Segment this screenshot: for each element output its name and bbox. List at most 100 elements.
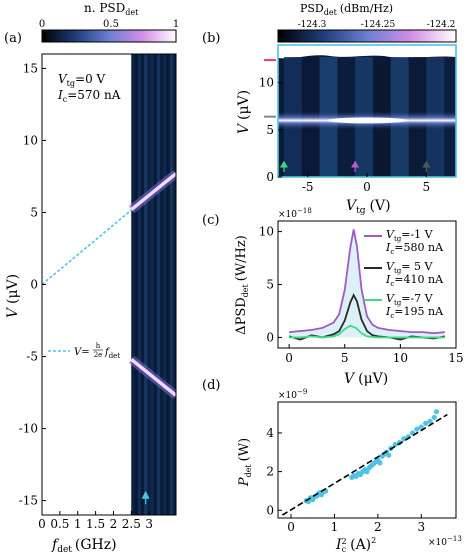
xtick-label-a: 1.5 — [86, 517, 105, 531]
legend-c-vtg: Vtg= 5 V — [386, 260, 433, 275]
heatmap-a-column — [147, 54, 151, 515]
heatmap-b-saturated — [278, 45, 456, 59]
panel-a-label: (a) — [4, 31, 22, 46]
axis-ticks-a: 0 0.5 1 1.5 2 2.5 3 -15 -10 -5 0 5 10 15 — [19, 61, 153, 531]
scatter-point-d — [414, 426, 420, 432]
fit-line-d — [281, 413, 448, 516]
legend-a-text: V= — [74, 347, 90, 358]
heatmap-a-branch — [130, 172, 176, 211]
xtick-label-a: 1 — [74, 517, 82, 531]
xtick-label-c: 0 — [285, 351, 293, 365]
ylabel-d: Pdet(W) — [237, 438, 253, 487]
heatmap-a-branch — [130, 358, 176, 397]
legend-c-ic: Ic=410 nA — [385, 273, 444, 288]
xlabel-a: fdet (GHz) — [51, 537, 117, 554]
heatmap-a-column — [169, 54, 174, 515]
axis-ticks-d: 0 1 2 3 0 2 4 — [266, 426, 425, 534]
xlabel-d: I2 c (A)2 — [335, 536, 376, 554]
heatmap-a-column — [166, 54, 170, 515]
colorbar-a-tick: 0 — [39, 19, 45, 30]
colorbar-b-label: PSDdet (dBm/Hz) — [300, 2, 393, 17]
scatter-point-d — [418, 424, 424, 430]
scatter-point-d — [401, 436, 407, 442]
heatmap-a-column — [134, 54, 139, 515]
xtick-label-c: 5 — [341, 351, 349, 365]
ytick-label-a: -10 — [19, 422, 38, 436]
xtick-label-a: 2 — [110, 517, 118, 531]
heatmap-b-band-core — [327, 117, 407, 124]
heatmap-a-column — [137, 54, 142, 515]
annotation-vtg-a: Vtg=0 V — [58, 72, 106, 88]
scatter-point-d — [423, 420, 429, 426]
legend-c: Vtg=-1 VIc=580 nA Vtg= 5 VIc=410 nA Vtg=-7… — [364, 228, 444, 320]
legend-c-ic: Ic=580 nA — [385, 241, 444, 256]
ytick-label-b: 10 — [259, 76, 274, 90]
heatmap-b-arrow — [279, 160, 288, 172]
heatmap-a-column — [140, 54, 145, 515]
xtick-label-d: 0 — [287, 520, 295, 534]
xtick-label-d: 2 — [374, 520, 382, 534]
scatter-point-d — [386, 452, 392, 458]
scatter-point-d — [392, 441, 398, 448]
xlabel-b: Vtg (V) — [346, 198, 391, 216]
ytick-label-a: 10 — [23, 133, 38, 147]
ytick-label-d: 0 — [266, 503, 274, 517]
axis-ticks-c: 0 5 10 15 0 5 10 — [259, 225, 464, 365]
multiplier-d-x: ×10−13 — [428, 535, 462, 548]
heatmap-b — [278, 45, 456, 177]
scatter-point-d — [433, 409, 440, 415]
panel-b-label: (b) — [202, 31, 220, 46]
josephson-line-a — [42, 209, 132, 286]
xtick-label-a: 3 — [145, 517, 153, 531]
xtick-label-c: 15 — [448, 351, 463, 365]
heatmap-a-column — [163, 54, 167, 515]
ylabel-b: V(μV) — [236, 90, 252, 134]
ytick-label-a: 5 — [30, 205, 38, 219]
ylabel-c: ΔPSDdet(W/Hz) — [234, 235, 250, 335]
legend-c-ic: Ic=195 nA — [385, 305, 444, 320]
plot-d — [281, 409, 448, 516]
xlabel-c: V (μV) — [344, 371, 388, 387]
panel-d: (d) ×10−9 0 1 2 3 0 2 4 ×10−13 I2 c (A)2 Pdet(W) — [202, 378, 462, 554]
colorbar-b-tick: -124.2 — [427, 20, 456, 30]
multiplier-c: ×10−18 — [278, 207, 312, 220]
legend-a-frac-top: h — [96, 342, 101, 350]
legend-a-frac-bottom: 2e — [94, 351, 103, 359]
heatmap-a-column — [160, 54, 164, 515]
ytick-label-a: 15 — [23, 61, 38, 75]
panel-c-label: (c) — [202, 213, 219, 228]
colorbar-a-label: n. PSDdet — [84, 1, 139, 17]
series-line-c — [289, 229, 445, 335]
ytick-label-d: 2 — [266, 465, 274, 479]
heatmap-a-column — [144, 54, 148, 515]
heatmap-a-column — [131, 54, 135, 515]
legend-a-tail: fdet — [104, 347, 120, 360]
series-line-c — [289, 324, 445, 339]
xtick-label-b: -5 — [302, 180, 314, 194]
heatmap-b-arrow — [422, 160, 431, 172]
annotation-ic-a: Ic=570 nA — [57, 88, 121, 104]
side-marks-b — [264, 59, 276, 118]
colorbar-a-tick: 0.5 — [103, 19, 119, 30]
heatmap-a-column — [150, 54, 154, 515]
xtick-label-c: 10 — [393, 351, 408, 365]
colorbar-a — [41, 29, 177, 43]
scatter-point-d — [431, 414, 437, 421]
axis-ticks-b: -5 0 5 0 5 10 — [259, 76, 430, 194]
ytick-label-d: 4 — [266, 426, 274, 440]
xtick-label-a: 0 — [38, 517, 46, 531]
legend-c-vtg: Vtg=-1 V — [386, 228, 434, 243]
ytick-label-c: 0 — [266, 330, 274, 344]
ylabel-a: V(μV) — [5, 274, 21, 318]
xtick-label-d: 3 — [417, 520, 425, 534]
colorbar-a-tick: 1 — [173, 19, 179, 30]
colorbar-b — [277, 29, 457, 43]
marker-arrow-a — [141, 490, 150, 505]
scatter-point-d — [364, 469, 370, 475]
xtick-label-d: 1 — [331, 520, 339, 534]
heatmap-a-column — [172, 54, 176, 515]
ytick-label-b: 0 — [266, 170, 274, 184]
xtick-label-b: 5 — [423, 180, 431, 194]
